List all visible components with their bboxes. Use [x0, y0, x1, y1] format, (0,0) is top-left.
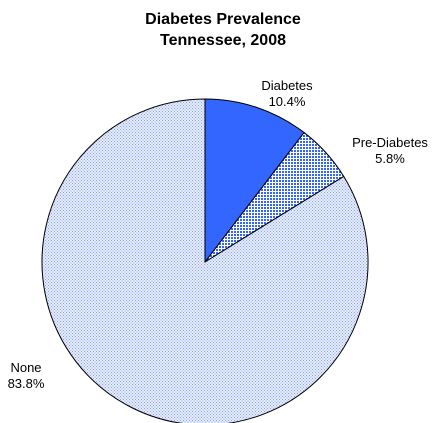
chart-title: Diabetes Prevalence Tennessee, 2008: [0, 9, 446, 51]
chart-title-line-1: Diabetes Prevalence: [145, 11, 301, 28]
slice-label-pre-diabetes: Pre-Diabetes: [352, 135, 428, 150]
slice-value-label-pre-diabetes: 5.8%: [375, 151, 405, 166]
pie-slice-none: [41, 98, 369, 423]
slice-label-none: None: [10, 360, 41, 375]
slice-value-label-none: 83.8%: [8, 376, 45, 391]
pie-slice-diabetes: [204, 98, 305, 264]
chart-title-line-2: Tennessee, 2008: [159, 32, 286, 49]
slice-value-label-diabetes: 10.4%: [269, 94, 306, 109]
pie-slices: [41, 98, 369, 423]
slice-label-diabetes: Diabetes: [261, 78, 313, 93]
